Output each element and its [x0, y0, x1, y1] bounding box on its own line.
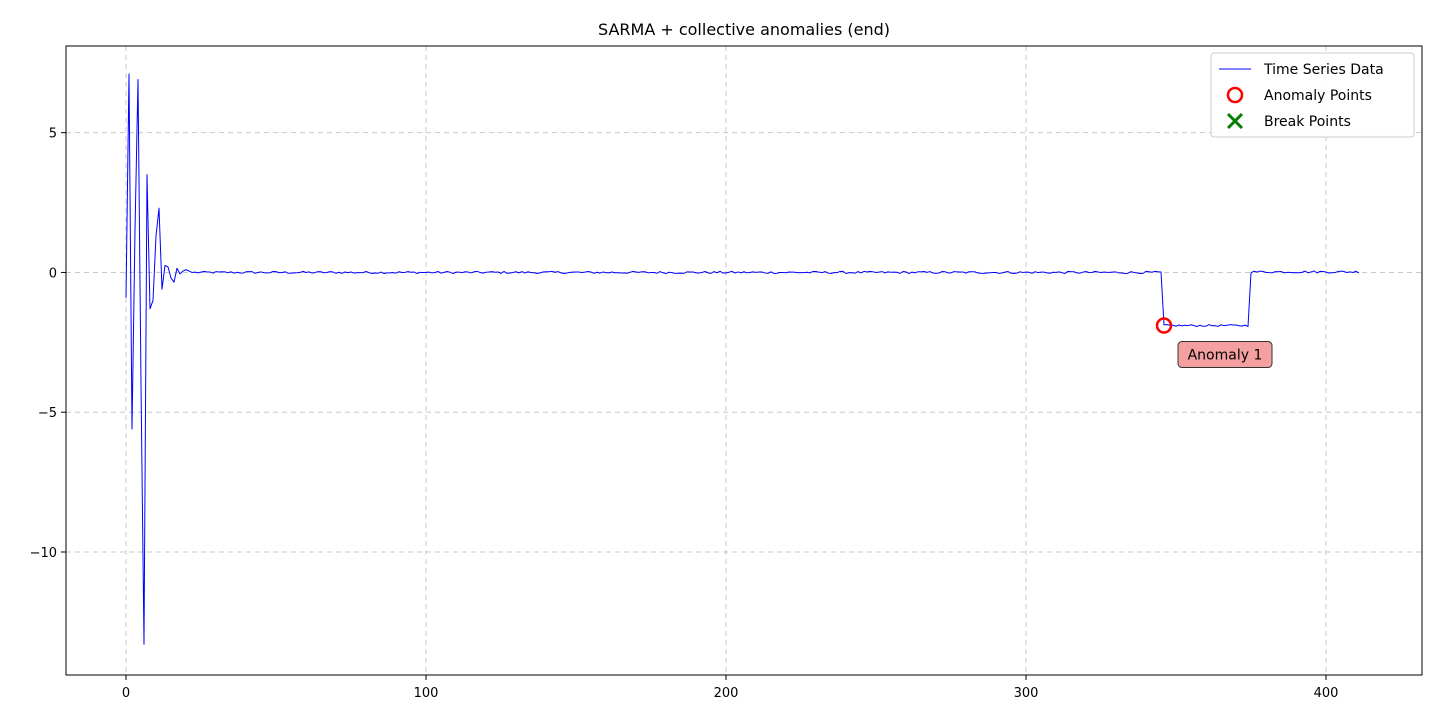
x-tick-label: 0: [122, 686, 130, 701]
legend-circle-swatch: [1226, 86, 1244, 104]
grid-lines: [66, 46, 1422, 675]
plot-frame: [65, 45, 1423, 676]
legend-label: Anomaly Points: [1264, 88, 1372, 104]
anomaly-layer: Anomaly 1: [1155, 317, 1273, 369]
chart-title: SARMA + collective anomalies (end): [598, 20, 890, 39]
legend-box: [1210, 52, 1415, 138]
legend: Time Series Data Anomaly Points Break Poin…: [1210, 52, 1415, 138]
y-tick-label: −5: [38, 406, 57, 421]
y-axis: 5 0 −5 −10: [30, 127, 66, 561]
legend-x-swatch: [1226, 112, 1244, 130]
anomaly-point: [1155, 317, 1173, 334]
x-tick-label: 400: [1314, 686, 1339, 701]
x-tick-label: 300: [1014, 686, 1039, 701]
y-tick-label: −10: [30, 546, 57, 561]
anomaly-annotation-label: Anomaly 1: [1188, 348, 1263, 364]
x-axis: 0 100 200 300 400: [122, 675, 1339, 701]
legend-label: Break Points: [1264, 114, 1351, 130]
series-layer: [125, 73, 1360, 645]
y-tick-label: 5: [49, 127, 57, 142]
x-tick-label: 200: [714, 686, 739, 701]
series-line: [125, 73, 1360, 645]
x-tick-label: 100: [414, 686, 439, 701]
legend-label: Time Series Data: [1263, 62, 1384, 78]
anomaly-annotation-box: [1177, 341, 1273, 369]
y-tick-label: 0: [49, 266, 57, 281]
